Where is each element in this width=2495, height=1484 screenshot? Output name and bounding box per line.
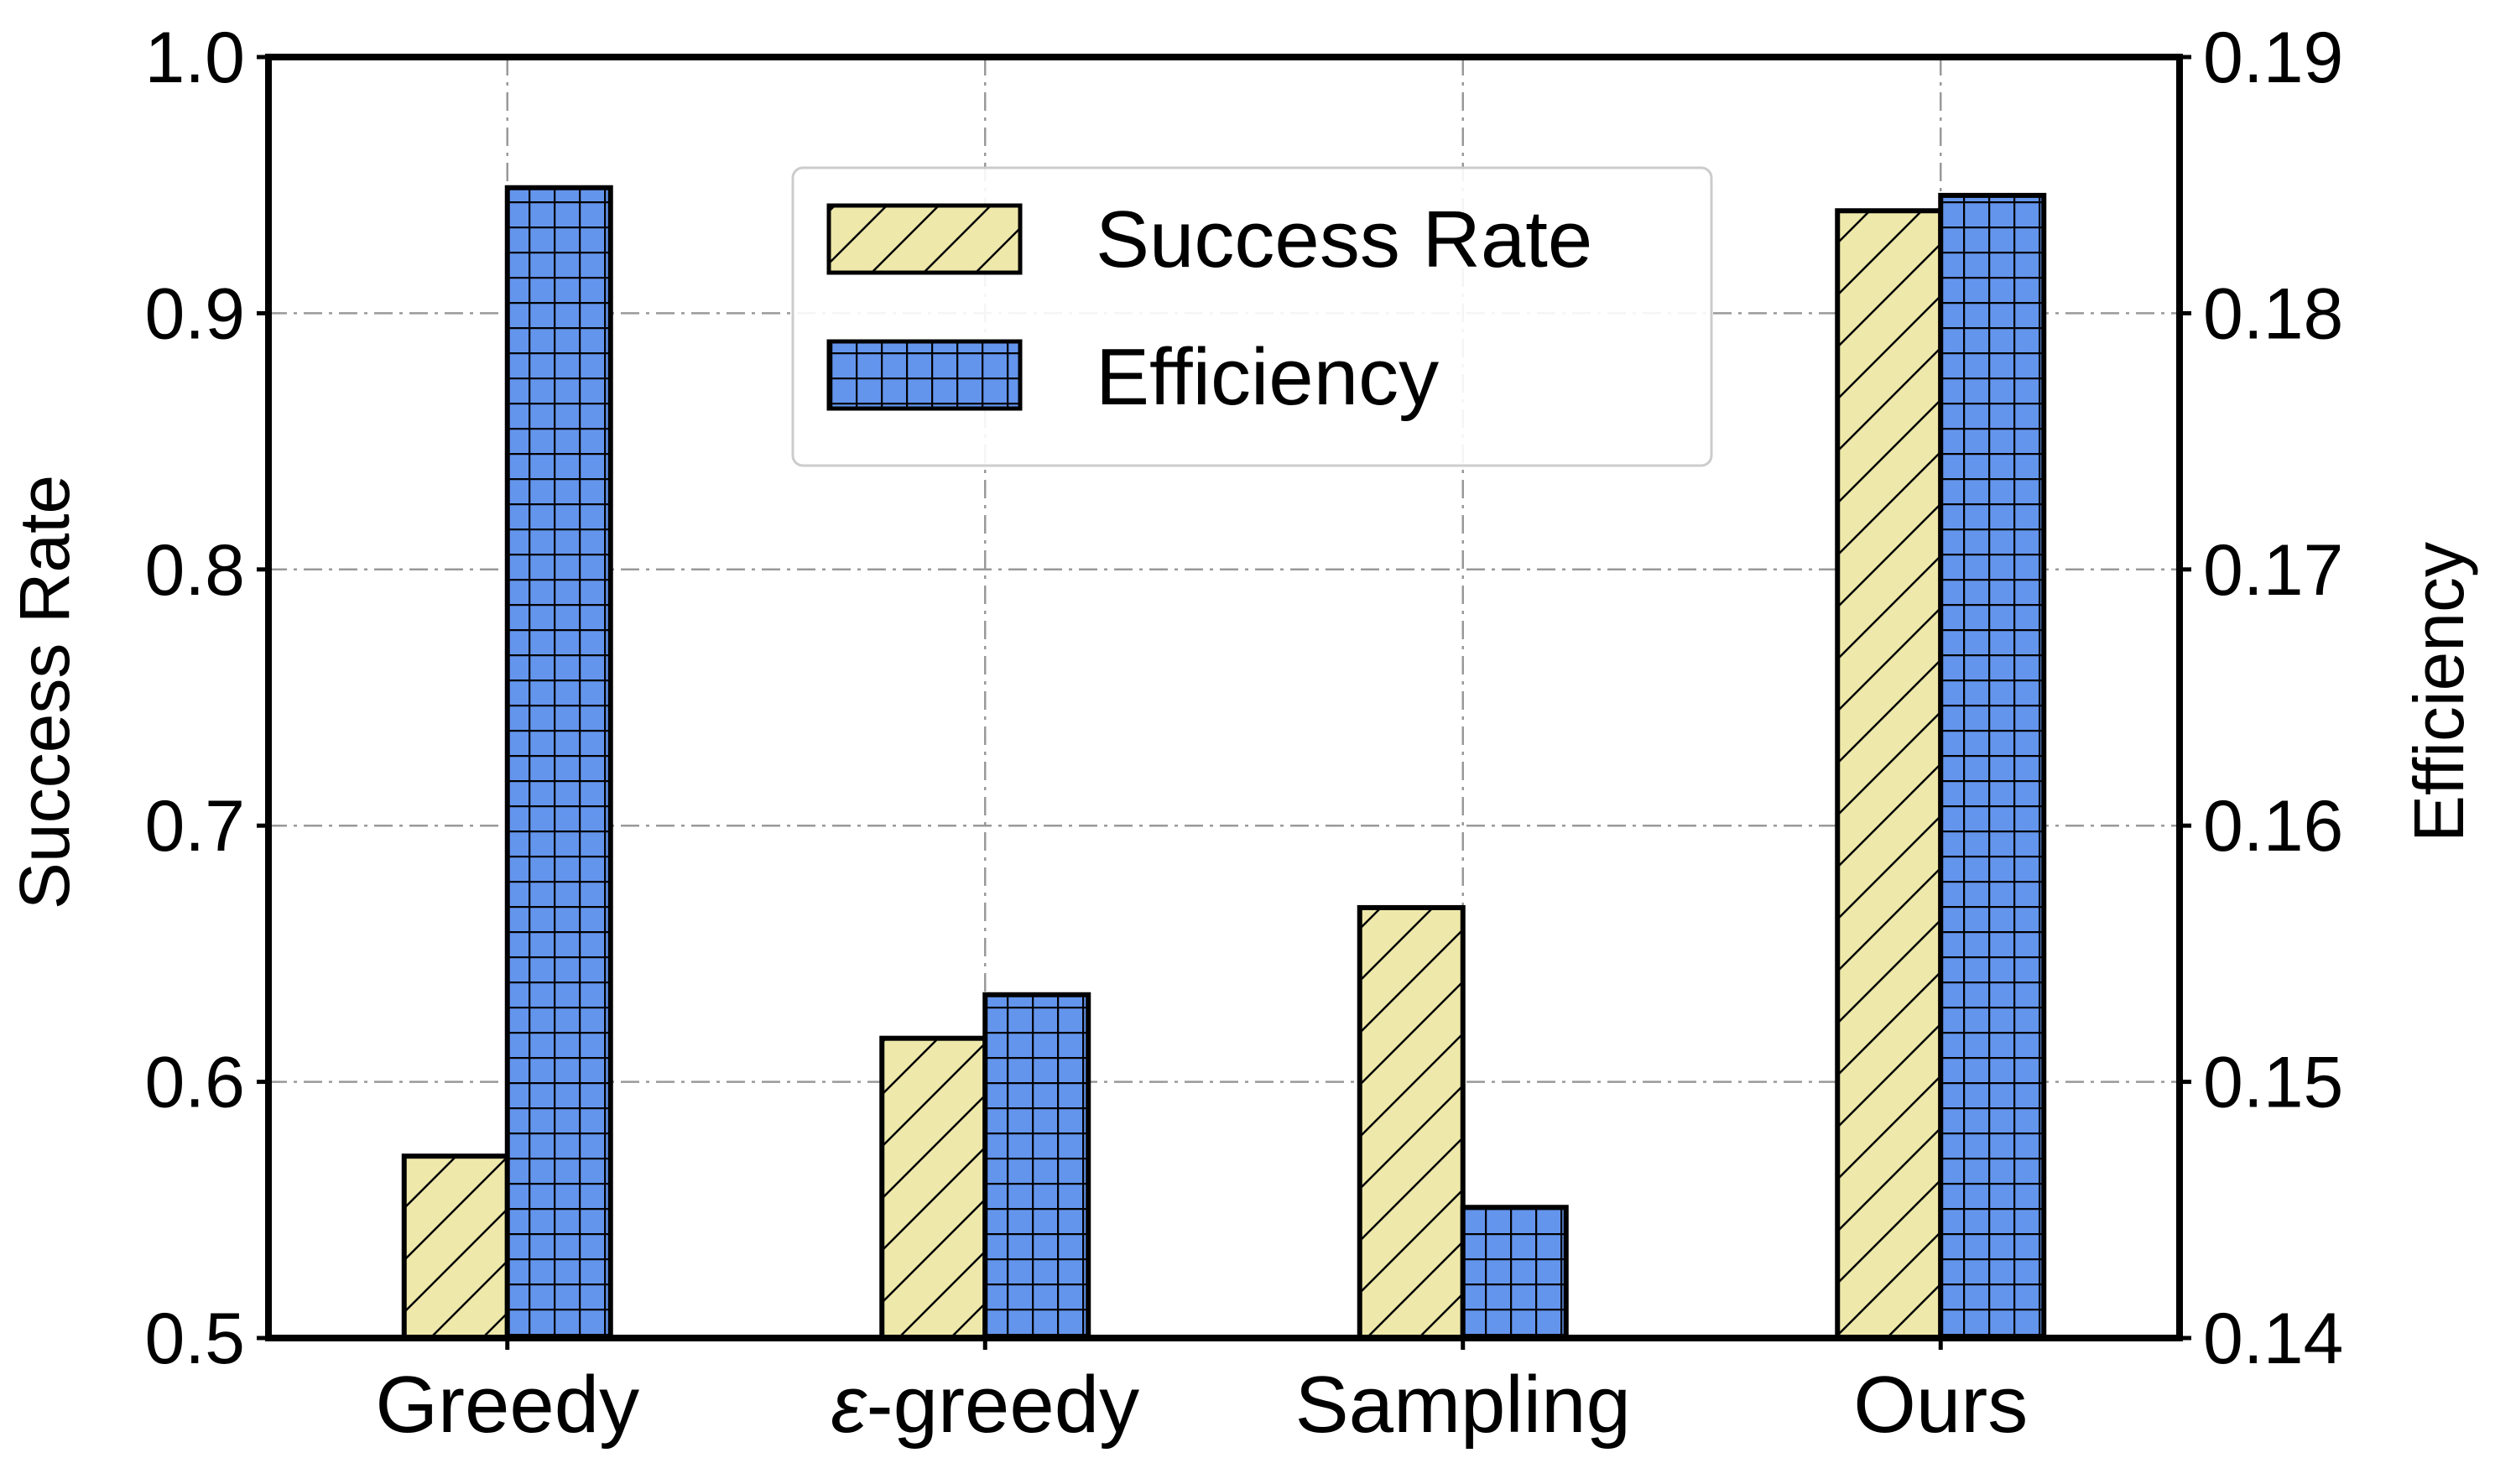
x-tick-label: Ours: [1853, 1360, 2028, 1450]
y-tick-label-right: 0.18: [2203, 273, 2343, 354]
x-tick-label: Greedy: [375, 1360, 639, 1450]
y-tick-label-left: 0.9: [144, 273, 245, 354]
legend-swatch-success-rate: [826, 203, 1023, 275]
tick-labels: 0.5 0.6 0.7 0.8 0.9 1.0 0.14 0.15 0.16 0.17 0.18 0.…: [144, 18, 2343, 1450]
plot-border: [265, 54, 2183, 1341]
x-tick-label: ε-greedy: [831, 1360, 1139, 1450]
y-tick-label-left: 0.7: [144, 786, 245, 867]
x-tick-label-text: -greedy: [867, 1360, 1140, 1450]
y-tick-label-left: 0.6: [144, 1043, 245, 1123]
bar-success-rate-greedy: [879, 1035, 988, 1341]
bar-success-rate-greedy: [401, 1153, 510, 1341]
x-tick-label-symbol: ε: [831, 1360, 867, 1450]
bar-success-rate-sampling: [1357, 904, 1466, 1341]
legend-label-efficiency: Efficiency: [1096, 332, 1439, 422]
y-tick-label-left: 0.5: [144, 1299, 245, 1379]
y-tick-label-right: 0.15: [2203, 1043, 2343, 1123]
y-axis-label-left: Success Rate: [5, 475, 84, 909]
bar-efficiency-greedy: [982, 992, 1091, 1341]
bar-efficiency-greedy: [504, 185, 613, 1341]
bars: [401, 185, 2047, 1341]
plot-frame: [265, 54, 2183, 1341]
bar-efficiency-ours: [1938, 192, 2047, 1341]
bar-success-rate-ours: [1835, 208, 1944, 1341]
y-tick-label-right: 0.14: [2203, 1299, 2343, 1379]
y-axis-label-right: Efficiency: [2399, 542, 2478, 842]
y-tick-label-right: 0.19: [2203, 18, 2343, 98]
legend: Success Rate Efficiency: [791, 166, 1713, 467]
x-tick-label: Sampling: [1295, 1360, 1631, 1450]
y-tick-label-left: 1.0: [144, 18, 245, 98]
y-tick-label-left: 0.8: [144, 530, 245, 611]
legend-label-success-rate: Success Rate: [1096, 195, 1592, 284]
y-tick-label-right: 0.16: [2203, 786, 2343, 867]
bar-efficiency-sampling: [1460, 1205, 1569, 1341]
y-tick-label-right: 0.17: [2203, 530, 2343, 611]
legend-box: [791, 166, 1713, 467]
legend-swatch-efficiency: [826, 339, 1023, 411]
